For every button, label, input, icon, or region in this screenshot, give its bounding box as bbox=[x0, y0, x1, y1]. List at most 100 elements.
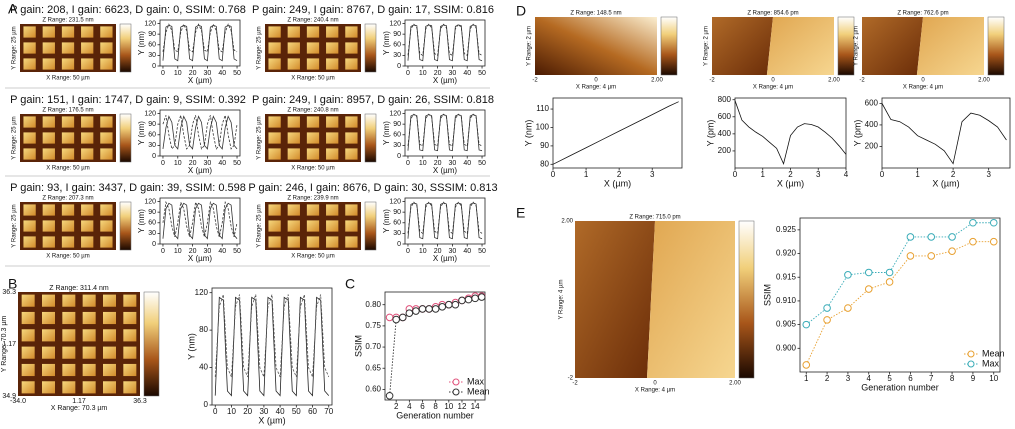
legend-label: Mean bbox=[467, 386, 490, 396]
data-point bbox=[948, 247, 956, 255]
afm-feature bbox=[100, 132, 113, 144]
data-point bbox=[405, 309, 414, 317]
x-tick-label: 50 bbox=[233, 248, 241, 255]
afm-feature bbox=[326, 42, 339, 54]
afm-feature bbox=[23, 148, 36, 160]
data-point bbox=[885, 278, 894, 286]
series-line bbox=[214, 294, 330, 378]
series-line bbox=[162, 115, 238, 150]
x-tick-label: 20 bbox=[189, 70, 197, 77]
x-tick-label: 0 bbox=[551, 170, 556, 179]
image-x-tick: 0 bbox=[921, 78, 925, 84]
y-tick-label: 120 bbox=[389, 110, 401, 117]
x-tick-label: 10 bbox=[174, 248, 182, 255]
afm-feature bbox=[287, 204, 300, 216]
afm-feature bbox=[23, 220, 36, 232]
image-title: Z Range: 207.3 nm bbox=[42, 196, 93, 202]
data-point bbox=[864, 268, 873, 277]
y-tick-label: 60 bbox=[148, 220, 156, 227]
y-tick-label: 90 bbox=[393, 121, 401, 128]
image-x-label: X Range: 50 µm bbox=[46, 166, 89, 172]
x-tick-label: 50 bbox=[233, 160, 241, 167]
y-tick-label: 90 bbox=[148, 121, 156, 128]
colorbar bbox=[119, 113, 132, 163]
data-point bbox=[864, 285, 873, 293]
x-tick-label: 10 bbox=[419, 248, 427, 255]
afm-feature bbox=[345, 148, 358, 160]
x-tick-label: 4 bbox=[407, 402, 412, 411]
x-axis-label: X (µm) bbox=[188, 166, 212, 175]
image-y-label: Y Range: 2 µm bbox=[704, 26, 710, 66]
x-tick-label: 4 bbox=[844, 170, 849, 179]
image-y-label: Y Range: 25 µm bbox=[12, 116, 18, 159]
y-tick-label: 0 bbox=[397, 153, 401, 160]
colorbar bbox=[837, 16, 855, 76]
afm-feature bbox=[21, 346, 35, 359]
x-axis-label: X (µm) bbox=[777, 178, 804, 188]
series-line bbox=[162, 200, 238, 238]
y-tick-label: 90 bbox=[148, 31, 156, 38]
afm-feature bbox=[81, 220, 94, 232]
x-tick-label: 30 bbox=[449, 248, 457, 255]
colorbar bbox=[364, 23, 377, 73]
series-line bbox=[162, 24, 238, 62]
x-tick-label: 20 bbox=[189, 160, 197, 167]
y-axis-label: Y (nm) bbox=[137, 121, 146, 145]
x-tick-label: 4 bbox=[867, 374, 872, 383]
afm-image bbox=[18, 292, 140, 396]
afm-feature bbox=[268, 148, 281, 160]
y-tick-label: 400 bbox=[718, 129, 732, 138]
image-x-label: X Range: 70.3 µm bbox=[51, 405, 108, 412]
afm-image bbox=[862, 17, 923, 75]
y-tick-label: 0.925 bbox=[776, 225, 797, 234]
y-tick-label: 90 bbox=[148, 209, 156, 216]
y-tick-label: 80 bbox=[199, 325, 208, 334]
x-tick-label: 10 bbox=[419, 160, 427, 167]
afm-feature bbox=[100, 236, 113, 248]
x-axis-label: X (µm) bbox=[604, 178, 631, 188]
afm-feature bbox=[61, 132, 75, 144]
y-tick-label: 0.80 bbox=[365, 300, 381, 309]
y-tick-label: 0.60 bbox=[365, 385, 381, 394]
x-tick-label: 0 bbox=[406, 248, 410, 255]
afm-feature bbox=[123, 311, 137, 325]
afm-feature bbox=[268, 204, 281, 216]
afm-feature bbox=[82, 381, 96, 394]
afm-feature bbox=[61, 26, 75, 38]
data-point bbox=[445, 300, 453, 309]
afm-feature bbox=[287, 220, 300, 232]
image-y-tick: 2.00 bbox=[561, 219, 573, 225]
series-line bbox=[407, 113, 483, 147]
afm-feature bbox=[306, 204, 320, 216]
y-tick-label: 0.905 bbox=[776, 320, 797, 329]
data-point bbox=[425, 305, 433, 313]
afm-feature bbox=[102, 381, 117, 394]
data-point bbox=[948, 233, 956, 241]
afm-feature bbox=[326, 58, 339, 70]
x-tick-label: 1 bbox=[761, 170, 766, 179]
y-tick-label: 600 bbox=[718, 112, 732, 121]
y-tick-label: 0.70 bbox=[365, 342, 381, 351]
y-tick-label: 200 bbox=[865, 142, 879, 151]
afm-feature bbox=[23, 132, 36, 144]
data-point bbox=[989, 237, 998, 246]
image-x-tick: -2 bbox=[859, 78, 865, 84]
y-axis-label: Y (nm) bbox=[382, 121, 391, 145]
image-x-tick: 2.00 bbox=[729, 381, 741, 387]
afm-feature bbox=[326, 132, 339, 144]
afm-feature bbox=[326, 204, 339, 216]
afm-feature bbox=[345, 204, 358, 216]
x-tick-label: 30 bbox=[204, 248, 212, 255]
legend-label: Max bbox=[467, 376, 485, 386]
afm-feature bbox=[100, 148, 113, 160]
afm-image bbox=[916, 17, 984, 75]
afm-feature bbox=[102, 311, 117, 325]
chart-title: P gain: 151, I gain: 1747, D gain: 9, SS… bbox=[10, 94, 246, 106]
y-axis-label: Y (pm) bbox=[852, 120, 862, 147]
x-tick-label: 20 bbox=[434, 70, 442, 77]
y-tick-label: 110 bbox=[536, 104, 549, 113]
colorbar bbox=[119, 23, 132, 73]
data-point bbox=[471, 294, 479, 303]
x-axis-label: Generation number bbox=[861, 382, 939, 392]
colorbar bbox=[364, 201, 377, 251]
